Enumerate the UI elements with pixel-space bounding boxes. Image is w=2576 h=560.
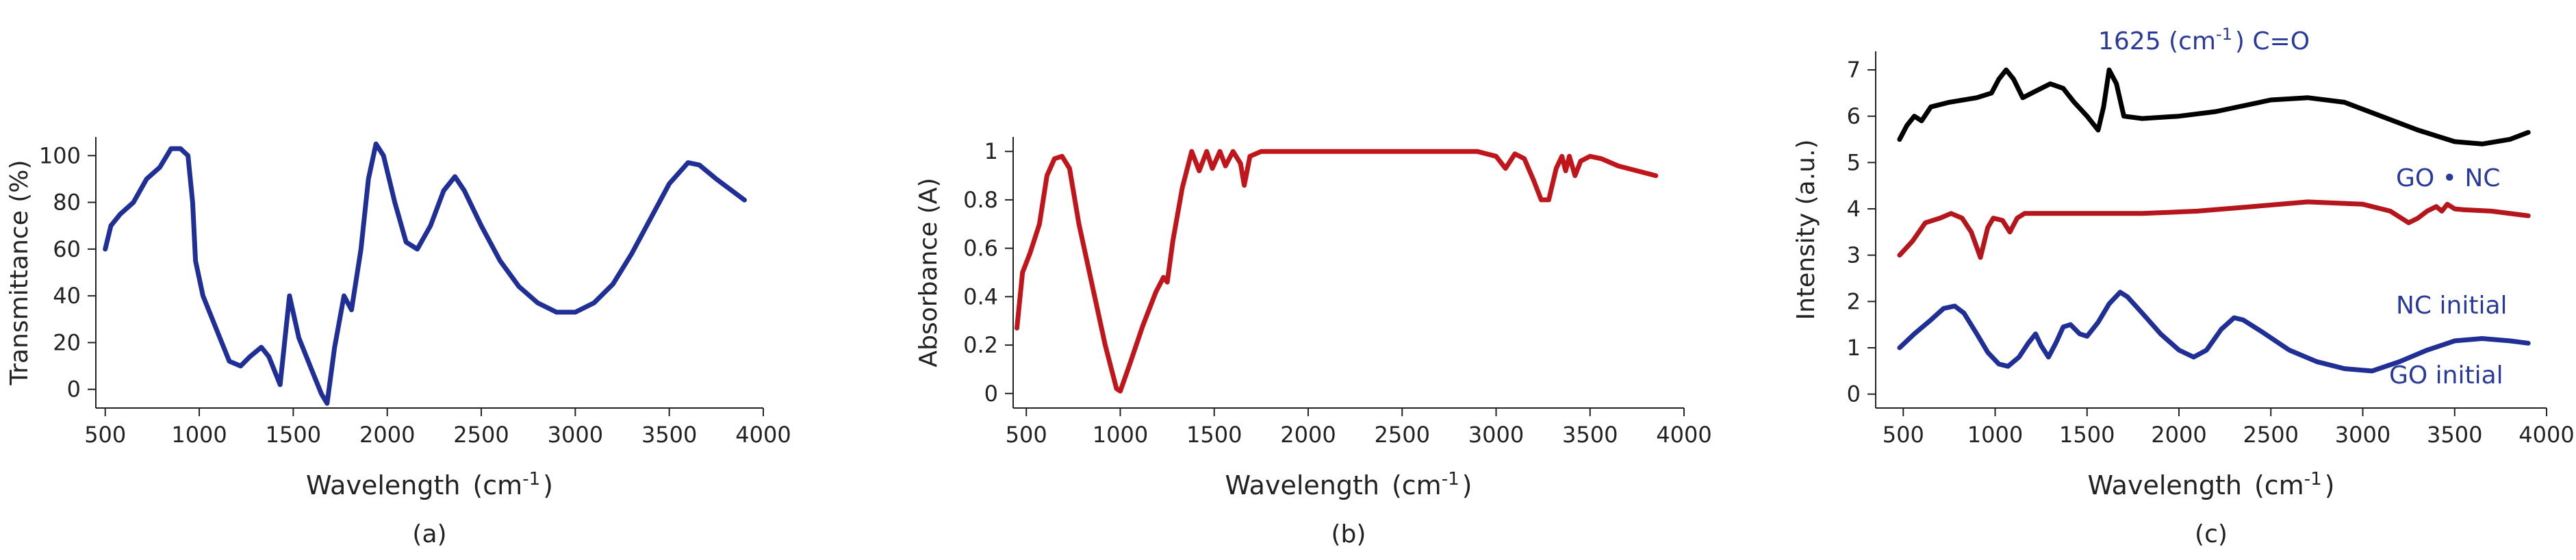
x-tick-label: 2000 xyxy=(1280,422,1336,448)
panel-c-x-ticks: 500 1000 1500 2000 2500 3000 3500 4000 xyxy=(1883,408,2575,448)
x-tick-label: 2500 xyxy=(2243,422,2299,448)
y-tick-label: 100 xyxy=(39,142,81,168)
panel-b-y-ticks: 0 0.2 0.4 0.6 0.8 1 xyxy=(963,138,1013,407)
x-tick-label: 1500 xyxy=(266,422,321,448)
y-tick-label: 0 xyxy=(984,381,998,407)
panel-a-y-axis-label: Transmittance (%) xyxy=(5,160,34,386)
panel-a-label: (a) xyxy=(412,520,446,548)
x-tick-label: 3500 xyxy=(2427,422,2482,448)
y-tick-label: 5 xyxy=(1847,149,1861,175)
x-tick-label: 1000 xyxy=(1093,422,1148,448)
y-tick-label: 1 xyxy=(984,138,998,164)
panel-c-x-axis-label: Wavelength (cm-1) xyxy=(2088,469,2335,500)
x-tick-label: 500 xyxy=(1006,422,1047,448)
legend-go-initial-label: GO initial xyxy=(2389,361,2503,390)
y-tick-label: 20 xyxy=(53,329,81,355)
panel-c: 500 1000 1500 2000 2500 3000 3500 4000 0 1 2 3 4 5 6 7… xyxy=(1792,25,2575,548)
panel-c-y-axis-label: Intensity (a.u.) xyxy=(1792,140,1820,320)
x-tick-label: 1000 xyxy=(1967,422,2023,448)
x-tick-label: 2500 xyxy=(1375,422,1430,448)
legend-nc-initial-label: NC initial xyxy=(2396,292,2508,320)
panel-b-y-axis-label: Absorbance (A) xyxy=(915,178,943,368)
panel-c-go-nc-line xyxy=(1897,67,2531,147)
x-tick-label: 3500 xyxy=(1562,422,1618,448)
x-tick-label: 1500 xyxy=(1186,422,1242,448)
y-tick-label: 6 xyxy=(1847,103,1861,129)
x-tick-label: 3000 xyxy=(548,422,603,448)
panel-c-y-ticks: 0 1 2 3 4 5 6 7 xyxy=(1847,57,1876,407)
panel-a-y-ticks: 0 20 40 60 80 100 xyxy=(39,142,96,403)
y-tick-label: 0 xyxy=(67,377,81,403)
y-tick-label: 1 xyxy=(1847,335,1861,361)
panel-c-go-initial-line xyxy=(1897,290,2531,374)
panel-c-nc-initial-line xyxy=(1897,199,2531,260)
x-tick-label: 2000 xyxy=(359,422,415,448)
x-tick-label: 500 xyxy=(84,422,126,448)
y-tick-label: 0.6 xyxy=(963,236,998,262)
y-tick-label: 80 xyxy=(53,190,81,216)
x-tick-label: 2000 xyxy=(2151,422,2206,448)
x-tick-label: 4000 xyxy=(735,422,791,448)
x-tick-label: 4000 xyxy=(1656,422,1711,448)
x-tick-label: 1500 xyxy=(2059,422,2115,448)
x-tick-label: 4000 xyxy=(2518,422,2574,448)
y-tick-label: 40 xyxy=(53,283,81,309)
x-tick-label: 3500 xyxy=(641,422,697,448)
x-tick-label: 3000 xyxy=(2335,422,2390,448)
panel-a-x-ticks: 500 1000 1500 2000 2500 3000 3500 4000 xyxy=(84,408,791,448)
y-tick-label: 7 xyxy=(1847,57,1861,83)
y-tick-label: 0.4 xyxy=(963,283,998,309)
panel-a-transmittance-line xyxy=(103,141,747,406)
panel-b-x-axis-label: Wavelength (cm-1) xyxy=(1225,469,1472,500)
panel-c-annotation: 1625 (cm-1) C=O xyxy=(2098,25,2310,55)
legend-go-nc-label: GO • NC xyxy=(2396,164,2500,192)
x-tick-label: 2500 xyxy=(453,422,509,448)
y-tick-label: 0.2 xyxy=(963,332,998,358)
panel-c-label: (c) xyxy=(2195,520,2228,548)
x-tick-label: 1000 xyxy=(171,422,227,448)
y-tick-label: 2 xyxy=(1847,288,1861,314)
panel-a-x-axis-label: Wavelength (cm-1) xyxy=(306,469,553,500)
y-tick-label: 3 xyxy=(1847,242,1861,268)
y-tick-label: 0 xyxy=(1847,381,1861,407)
y-tick-label: 4 xyxy=(1847,196,1861,222)
panel-b-label: (b) xyxy=(1331,520,1366,548)
x-tick-label: 3000 xyxy=(1468,422,1524,448)
x-tick-label: 500 xyxy=(1883,422,1924,448)
y-tick-label: 0.8 xyxy=(963,187,998,213)
panel-b-absorbance-line xyxy=(1015,149,1659,394)
panel-a: 500 1000 1500 2000 2500 3000 3500 4000 0 20 40 60 8… xyxy=(5,137,791,548)
panel-b-x-ticks: 500 1000 1500 2000 2500 3000 3500 4000 xyxy=(1006,408,1712,448)
panel-b: 500 1000 1500 2000 2500 3000 3500 4000 00.20.40… xyxy=(915,137,1712,548)
y-tick-label: 60 xyxy=(53,236,81,262)
